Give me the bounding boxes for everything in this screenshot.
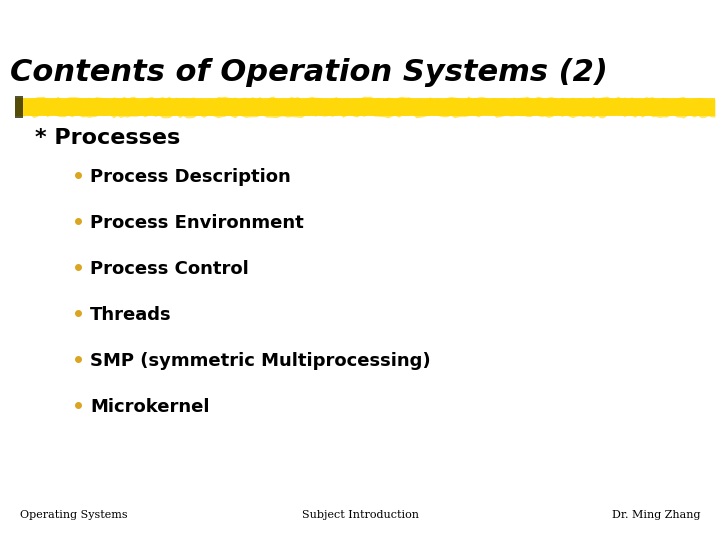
Text: Process Environment: Process Environment [90, 214, 304, 232]
Text: Threads: Threads [90, 306, 171, 324]
Text: Subject Introduction: Subject Introduction [302, 510, 418, 520]
Text: Microkernel: Microkernel [90, 398, 210, 416]
Text: Operating Systems: Operating Systems [20, 510, 127, 520]
Text: SMP (symmetric Multiprocessing): SMP (symmetric Multiprocessing) [90, 352, 431, 370]
Text: * Processes: * Processes [35, 128, 180, 148]
Text: Dr. Ming Zhang: Dr. Ming Zhang [611, 510, 700, 520]
Text: Contents of Operation Systems (2): Contents of Operation Systems (2) [10, 58, 608, 87]
Bar [15, 96, 23, 118]
Text: Process Control: Process Control [90, 260, 248, 278]
Bar [15, 98, 715, 116]
Text: Process Description: Process Description [90, 168, 291, 186]
